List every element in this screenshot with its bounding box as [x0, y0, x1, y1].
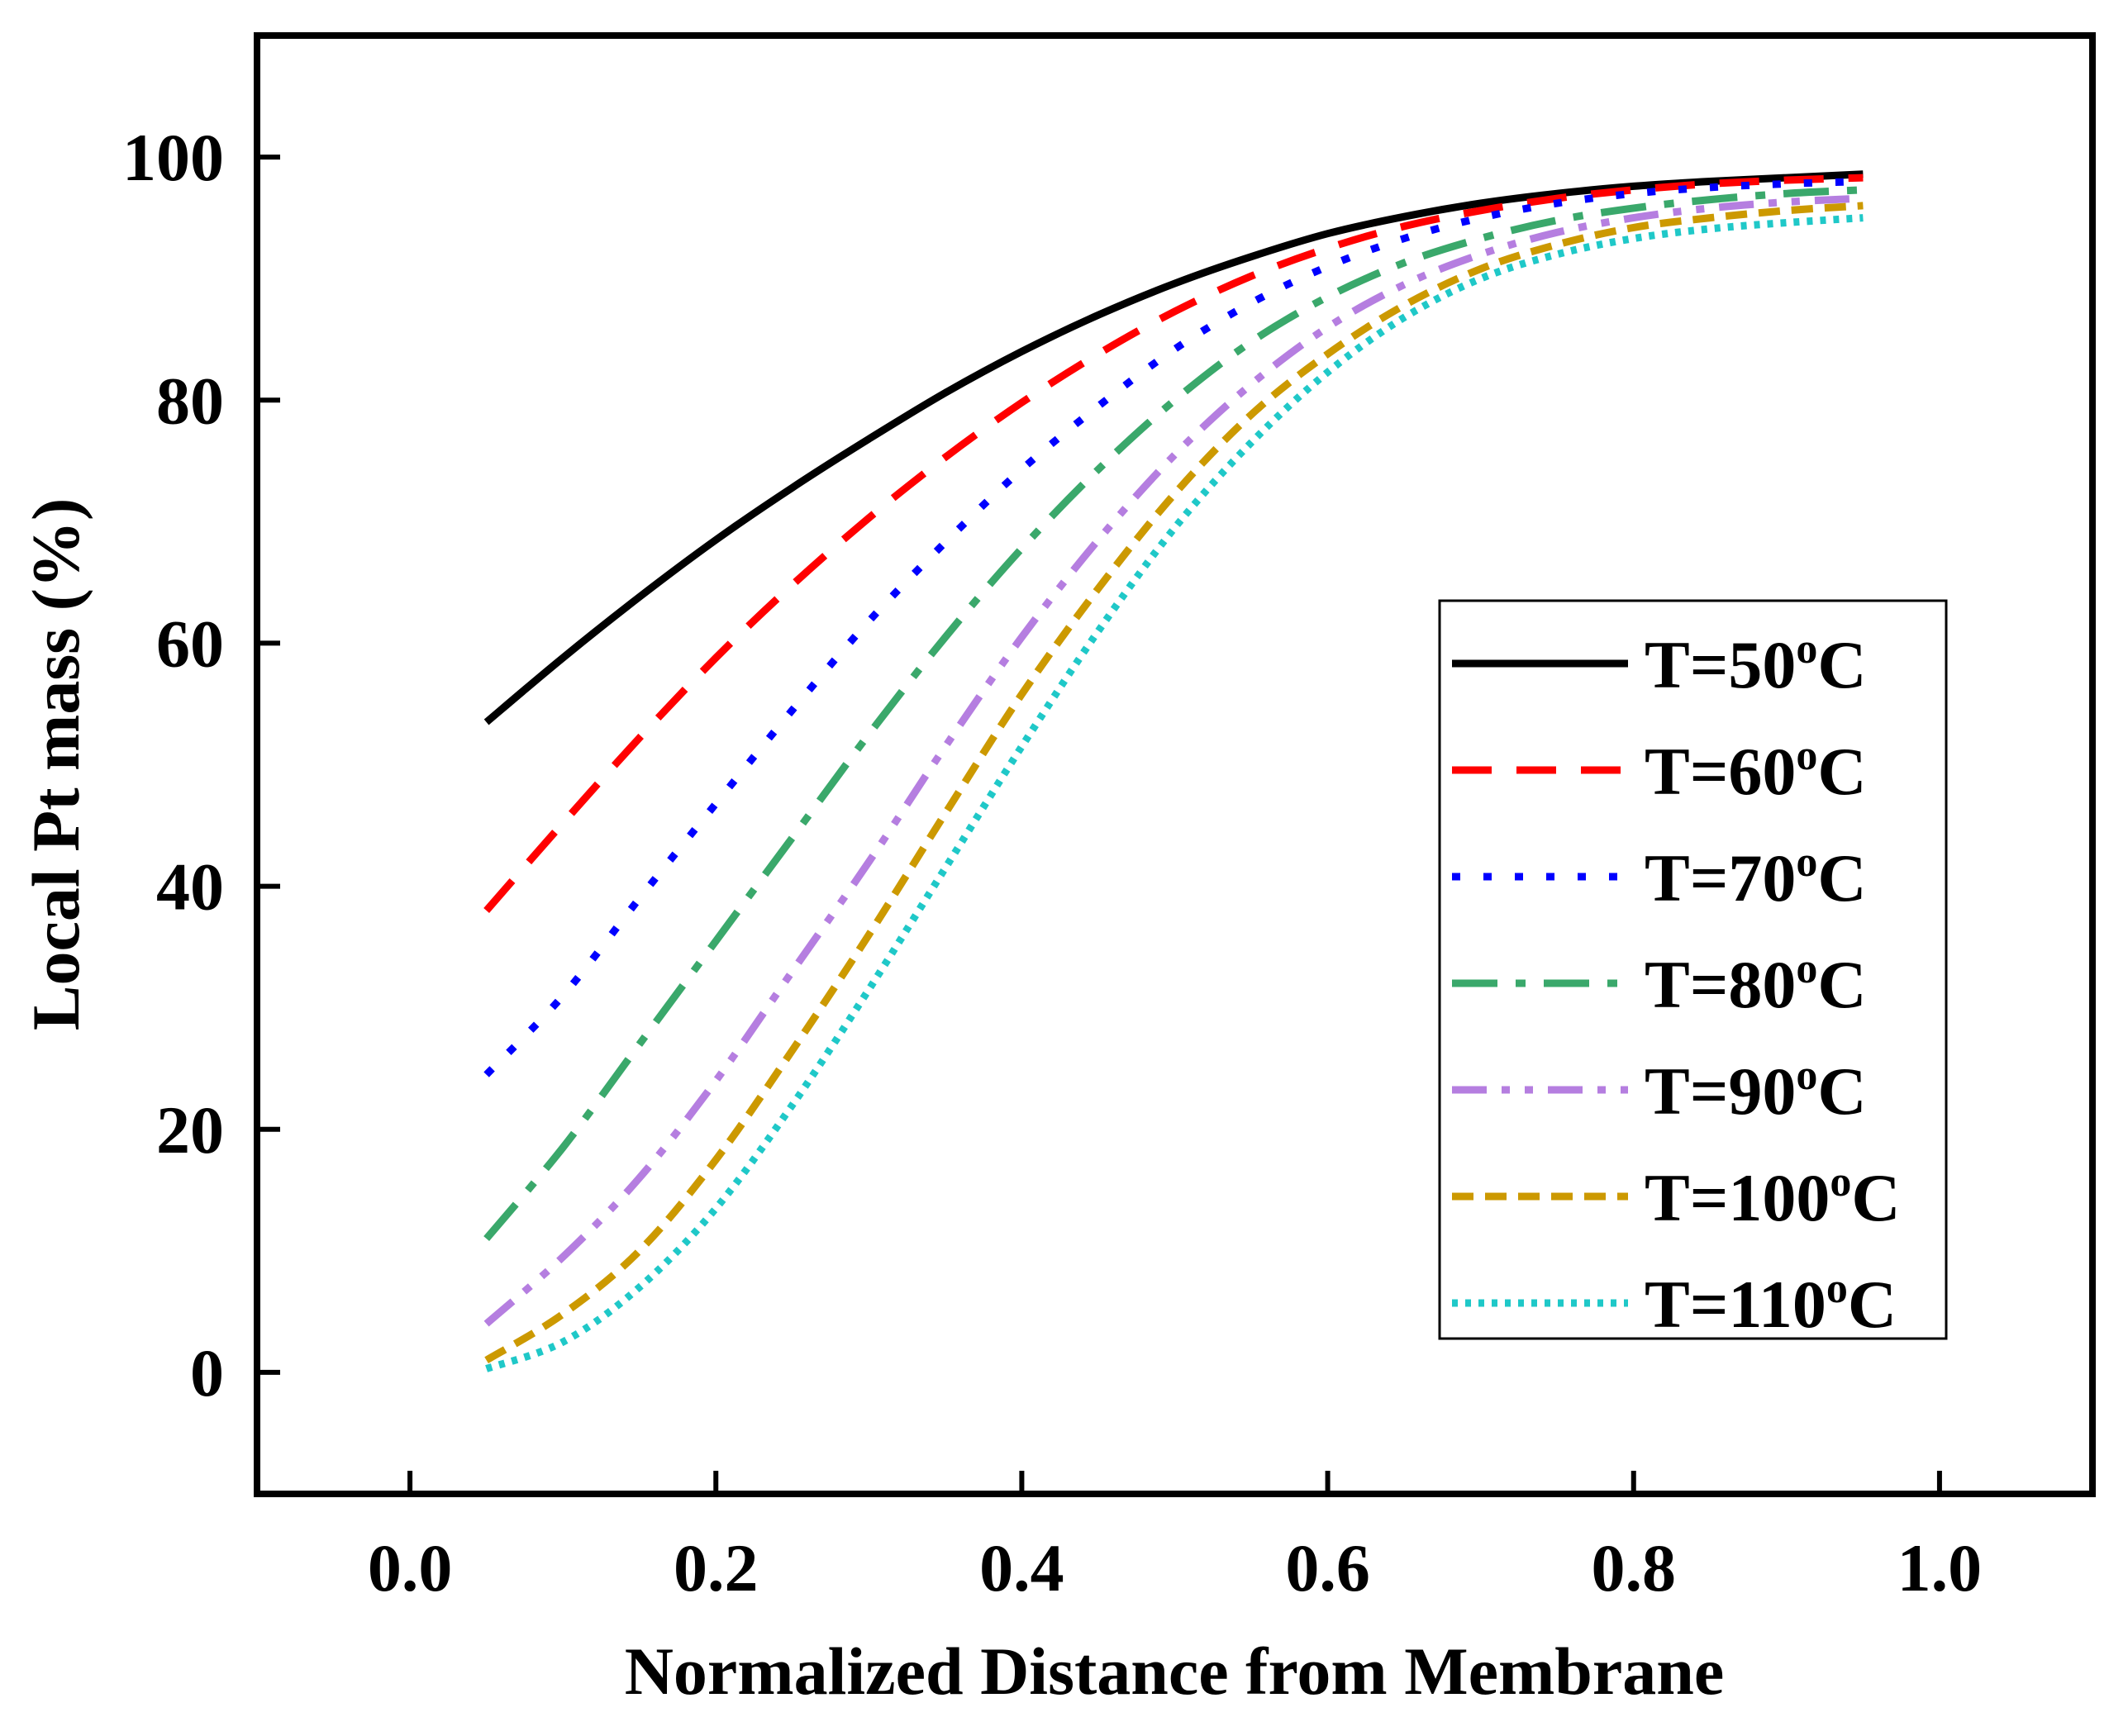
y-tick-label: 0: [190, 1335, 224, 1410]
x-tick-label: 1.0: [1897, 1530, 1983, 1605]
legend-label: T=70oC: [1645, 839, 1867, 916]
y-tick-label: 20: [156, 1092, 224, 1168]
x-tick-label: 0.0: [368, 1530, 453, 1605]
x-axis-title: Normalized Distance from Membrane: [625, 1634, 1725, 1709]
legend-label: T=60oC: [1645, 732, 1867, 809]
y-tick-label: 80: [156, 363, 224, 438]
series-line-t60: [483, 174, 1864, 913]
y-axis-title: Local Pt mass (%): [18, 498, 93, 1031]
series-line-t80: [483, 186, 1864, 1241]
legend: T=50oC T=60oC T=70oC T=80oC T=90oC T=100oC T=1…: [1438, 599, 1948, 1342]
ticks-layer: 0.0 0.2 0.4 0.6 0.8 1.0 0 20 40 60 80 100: [122, 120, 1982, 1605]
legend-box: [1438, 599, 1948, 1340]
legend-label: T=100oC: [1645, 1158, 1901, 1235]
legend-label: T=110oC: [1645, 1265, 1897, 1342]
legend-label: T=80oC: [1645, 945, 1867, 1022]
series-line-t100: [484, 202, 1864, 1364]
legend-label: T=90oC: [1645, 1052, 1867, 1129]
series-layer: [483, 170, 1864, 1372]
y-tick-label: 60: [156, 606, 224, 681]
series-line-t90: [483, 194, 1864, 1327]
x-tick-label: 0.6: [1285, 1530, 1370, 1605]
x-tick-label: 0.2: [674, 1530, 759, 1605]
series-line-t110: [485, 214, 1864, 1372]
y-tick-label: 40: [156, 849, 224, 925]
plot-frame: [254, 32, 2096, 1497]
y-tick-label: 100: [122, 120, 224, 195]
x-tick-label: 0.4: [979, 1530, 1064, 1605]
x-tick-label: 0.8: [1592, 1530, 1677, 1605]
legend-label: T=50oC: [1645, 625, 1867, 702]
